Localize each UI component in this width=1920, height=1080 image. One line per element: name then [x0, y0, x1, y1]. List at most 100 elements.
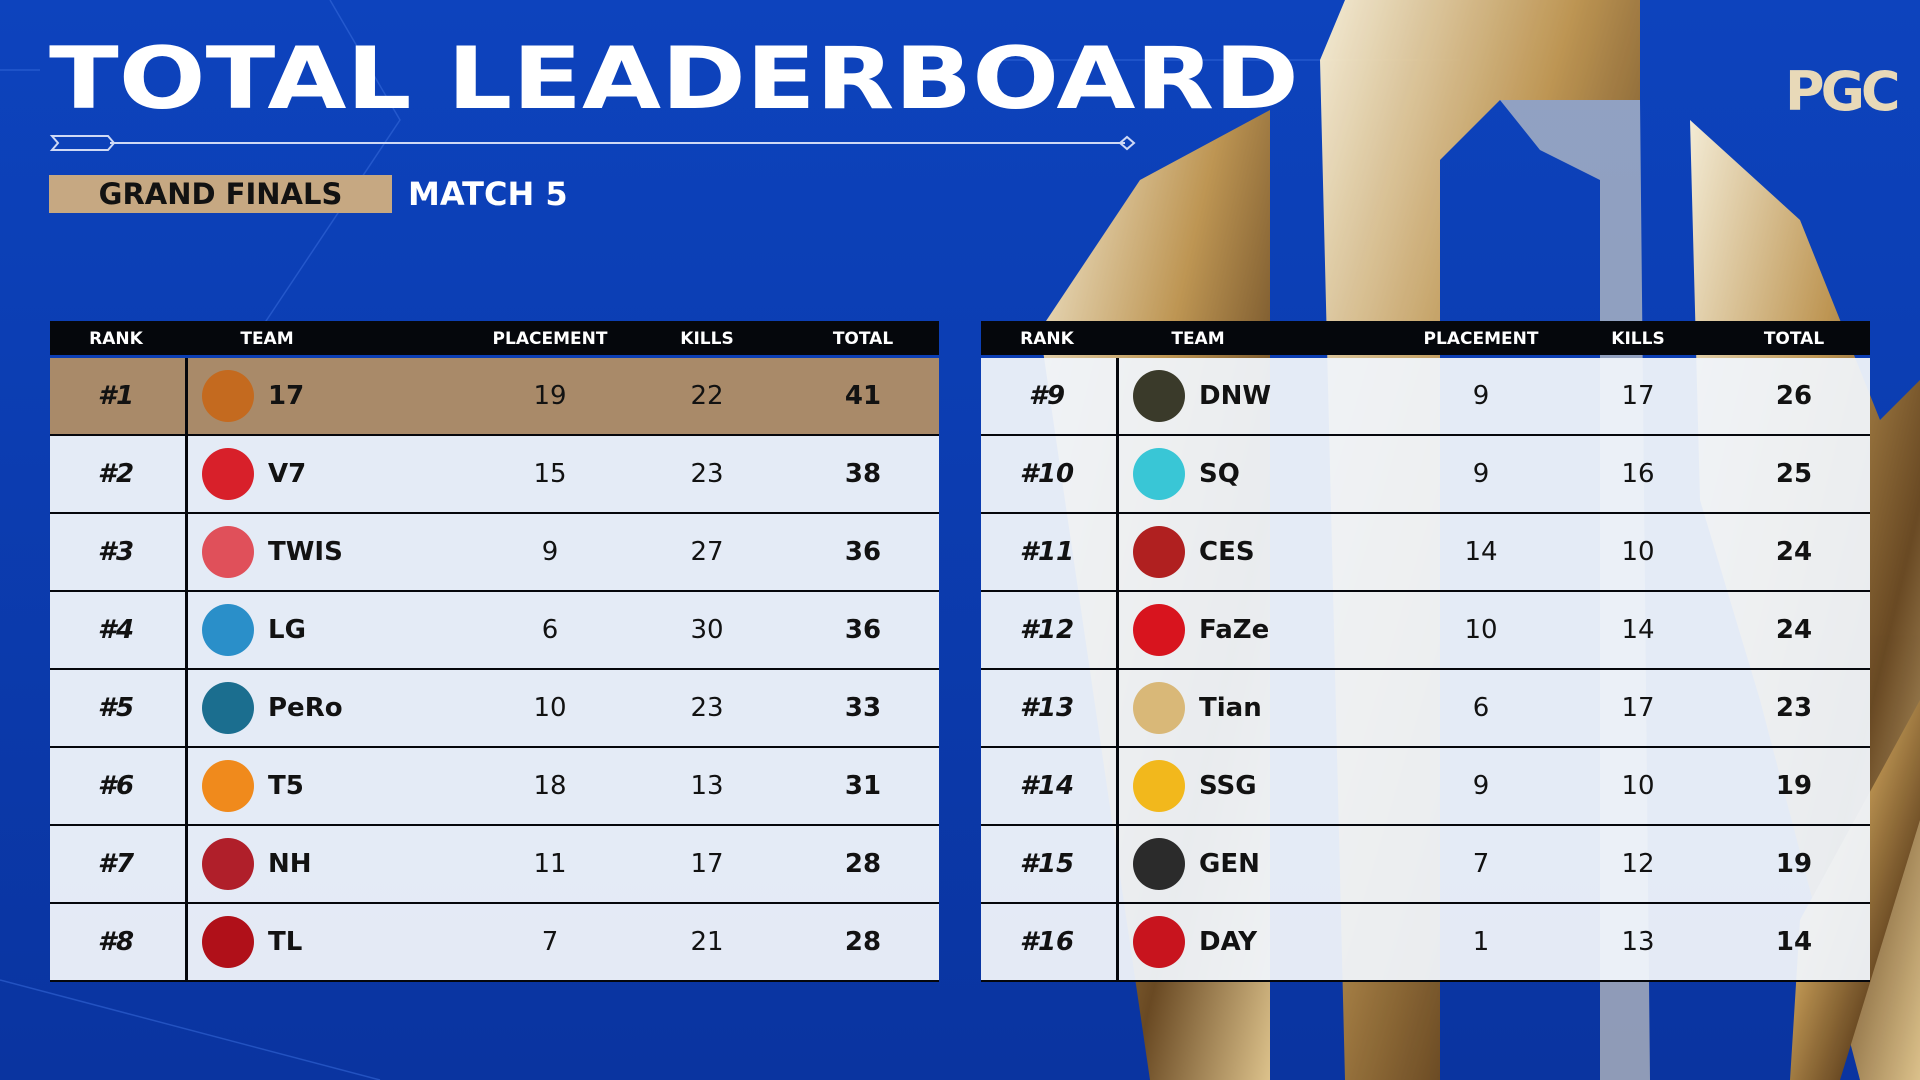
- table-row: #5 PeRo 10 23 33: [50, 670, 939, 748]
- table-row: #3 TWIS 9 27 36: [50, 514, 939, 592]
- kills: 13: [1621, 927, 1655, 957]
- row-divider: [1116, 826, 1119, 902]
- stage-label: GRAND FINALS: [98, 177, 343, 211]
- table-header: RANK TEAM PLACEMENT KILLS TOTAL: [981, 321, 1870, 355]
- table-row: #12 FaZe 10 14 24: [981, 592, 1870, 670]
- total: 31: [844, 771, 882, 801]
- rank: #3: [97, 537, 135, 567]
- placement: 9: [1472, 381, 1490, 411]
- rank: #15: [1019, 849, 1075, 879]
- rank: #14: [1019, 771, 1075, 801]
- total: 41: [844, 381, 882, 411]
- team-name: FaZe: [1199, 615, 1270, 645]
- column-header: TEAM: [1171, 329, 1225, 349]
- leaderboard-table: RANK TEAM PLACEMENT KILLS TOTAL #1 17 19 22 41 #2 V…: [50, 321, 939, 982]
- team-logo: [1133, 760, 1185, 812]
- rank: #9: [1028, 381, 1066, 411]
- team-name: LG: [268, 615, 306, 645]
- column-header: PLACEMENT: [492, 329, 608, 349]
- rank: #4: [97, 615, 135, 645]
- team-name: GEN: [1199, 849, 1260, 879]
- placement: 6: [541, 615, 559, 645]
- table-row: #1 17 19 22 41: [50, 358, 939, 436]
- column-header: RANK: [89, 329, 143, 349]
- team-name: PeRo: [268, 693, 343, 723]
- team-logo: [202, 604, 254, 656]
- placement: 7: [541, 927, 559, 957]
- match-label: MATCH 5: [408, 175, 568, 213]
- kills: 30: [690, 615, 724, 645]
- rank: #7: [97, 849, 135, 879]
- total: 26: [1775, 381, 1813, 411]
- placement: 7: [1472, 849, 1490, 879]
- team-logo: [202, 370, 254, 422]
- rank: #8: [97, 927, 135, 957]
- total: 19: [1775, 771, 1813, 801]
- row-divider: [1116, 904, 1119, 980]
- column-header: TOTAL: [1763, 329, 1825, 349]
- team-logo: [1133, 916, 1185, 968]
- team-logo: [1133, 682, 1185, 734]
- table-row: #16 DAY 1 13 14: [981, 904, 1870, 982]
- total: 24: [1775, 615, 1813, 645]
- total: 33: [844, 693, 882, 723]
- kills: 17: [690, 849, 724, 879]
- total: 23: [1775, 693, 1813, 723]
- kills: 17: [1621, 693, 1655, 723]
- kills: 22: [690, 381, 724, 411]
- total: 28: [844, 927, 882, 957]
- placement: 9: [1472, 771, 1490, 801]
- total: 14: [1775, 927, 1813, 957]
- row-divider: [1116, 358, 1119, 434]
- team-name: DNW: [1199, 381, 1272, 411]
- kills: 17: [1621, 381, 1655, 411]
- team-logo: [202, 760, 254, 812]
- rank: #5: [97, 693, 135, 723]
- row-divider: [1116, 592, 1119, 668]
- title: TOTAL LEADERBOARD: [49, 38, 1299, 118]
- team-logo: [1133, 604, 1185, 656]
- table-row: #4 LG 6 30 36: [50, 592, 939, 670]
- total: 36: [844, 615, 882, 645]
- rank: #12: [1019, 615, 1075, 645]
- row-divider: [185, 514, 188, 590]
- placement: 6: [1472, 693, 1490, 723]
- rank: #2: [97, 459, 135, 489]
- row-divider: [1116, 748, 1119, 824]
- row-divider: [185, 670, 188, 746]
- team-name: SSG: [1199, 771, 1257, 801]
- table-row: #9 DNW 9 17 26: [981, 358, 1870, 436]
- kills: 13: [690, 771, 724, 801]
- row-divider: [185, 748, 188, 824]
- placement: 9: [541, 537, 559, 567]
- placement: 10: [533, 693, 567, 723]
- table-row: #13 Tian 6 17 23: [981, 670, 1870, 748]
- table-header: RANK TEAM PLACEMENT KILLS TOTAL: [50, 321, 939, 355]
- table-row: #11 CES 14 10 24: [981, 514, 1870, 592]
- kills: 12: [1621, 849, 1655, 879]
- column-header: TEAM: [240, 329, 294, 349]
- placement: 1: [1472, 927, 1490, 957]
- team-logo: [1133, 526, 1185, 578]
- total: 28: [844, 849, 882, 879]
- row-divider: [185, 826, 188, 902]
- kills: 14: [1621, 615, 1655, 645]
- team-logo: [1133, 448, 1185, 500]
- table-row: #15 GEN 7 12 19: [981, 826, 1870, 904]
- placement: 10: [1464, 615, 1498, 645]
- team-name: TL: [268, 927, 303, 957]
- column-header: KILLS: [680, 329, 734, 349]
- placement: 18: [533, 771, 567, 801]
- rank: #10: [1019, 459, 1075, 489]
- team-name: Tian: [1199, 693, 1262, 723]
- rank: #13: [1019, 693, 1075, 723]
- title-text: TOTAL LEADERBOARD: [49, 38, 1299, 118]
- row-divider: [1116, 436, 1119, 512]
- table-row: #14 SSG 9 10 19: [981, 748, 1870, 826]
- team-logo: [1133, 838, 1185, 890]
- rank: #16: [1019, 927, 1075, 957]
- kills: 10: [1621, 537, 1655, 567]
- row-divider: [1116, 514, 1119, 590]
- total: 36: [844, 537, 882, 567]
- brand-logo: PGC: [1785, 60, 1901, 123]
